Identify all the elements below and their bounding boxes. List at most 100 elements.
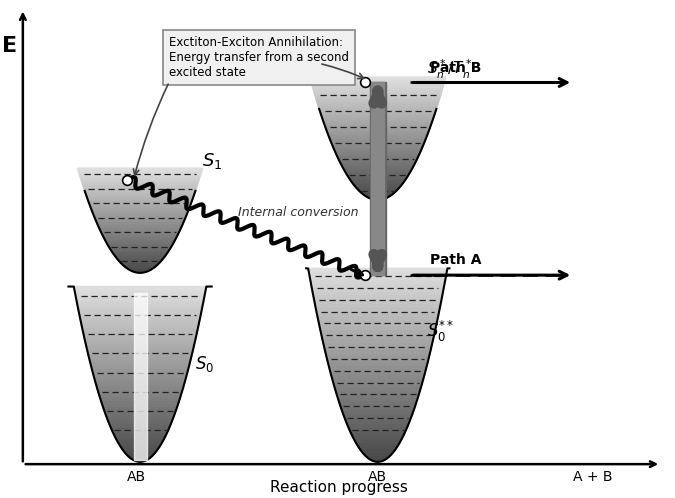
Polygon shape — [104, 409, 176, 412]
Polygon shape — [317, 317, 438, 320]
Polygon shape — [95, 217, 186, 219]
Polygon shape — [313, 291, 443, 294]
Text: $S_0^{**}$: $S_0^{**}$ — [427, 319, 454, 344]
Text: Reaction progress: Reaction progress — [270, 480, 408, 495]
Polygon shape — [344, 169, 412, 171]
Polygon shape — [76, 295, 205, 298]
Text: Path A: Path A — [430, 253, 481, 267]
Polygon shape — [92, 372, 188, 374]
Polygon shape — [350, 179, 406, 182]
Polygon shape — [348, 426, 408, 430]
Polygon shape — [321, 116, 434, 118]
Polygon shape — [79, 173, 201, 175]
Polygon shape — [108, 421, 172, 424]
Polygon shape — [318, 320, 437, 323]
Polygon shape — [99, 394, 181, 397]
Polygon shape — [350, 430, 406, 433]
Polygon shape — [312, 288, 444, 291]
Polygon shape — [113, 433, 167, 436]
Polygon shape — [83, 186, 197, 187]
Polygon shape — [124, 266, 156, 267]
Polygon shape — [97, 389, 183, 392]
Polygon shape — [324, 346, 432, 349]
Polygon shape — [119, 444, 161, 447]
Polygon shape — [362, 452, 394, 455]
Polygon shape — [105, 412, 176, 415]
Polygon shape — [310, 79, 446, 81]
Polygon shape — [106, 415, 174, 418]
Polygon shape — [365, 455, 390, 459]
Polygon shape — [76, 298, 204, 301]
Polygon shape — [101, 400, 180, 403]
Polygon shape — [114, 436, 166, 438]
Polygon shape — [343, 167, 413, 169]
Polygon shape — [128, 456, 152, 459]
Text: Path B: Path B — [430, 61, 481, 76]
Polygon shape — [331, 140, 425, 142]
Polygon shape — [340, 163, 415, 165]
Polygon shape — [91, 208, 189, 210]
Polygon shape — [319, 108, 437, 110]
Polygon shape — [99, 228, 182, 229]
Polygon shape — [74, 286, 207, 289]
Polygon shape — [312, 85, 443, 87]
Polygon shape — [103, 406, 178, 409]
Polygon shape — [92, 369, 188, 372]
Polygon shape — [94, 377, 186, 380]
Polygon shape — [326, 356, 429, 359]
Polygon shape — [323, 339, 433, 343]
Polygon shape — [360, 192, 396, 194]
Polygon shape — [328, 362, 428, 365]
Polygon shape — [322, 118, 433, 120]
Polygon shape — [326, 128, 430, 130]
Polygon shape — [329, 136, 427, 138]
Polygon shape — [100, 229, 180, 231]
Polygon shape — [308, 268, 448, 271]
Polygon shape — [81, 322, 199, 325]
Polygon shape — [89, 203, 191, 205]
Polygon shape — [332, 144, 423, 147]
Polygon shape — [315, 304, 441, 307]
Polygon shape — [108, 245, 172, 247]
Polygon shape — [308, 271, 447, 275]
Polygon shape — [75, 292, 205, 295]
Polygon shape — [338, 397, 418, 400]
Polygon shape — [88, 200, 192, 201]
Polygon shape — [97, 222, 184, 224]
Polygon shape — [352, 436, 403, 439]
Polygon shape — [360, 449, 396, 452]
Polygon shape — [354, 439, 402, 443]
Polygon shape — [327, 132, 428, 134]
Polygon shape — [317, 313, 439, 317]
Polygon shape — [340, 161, 416, 163]
Polygon shape — [80, 316, 200, 319]
Polygon shape — [310, 281, 445, 284]
Polygon shape — [90, 363, 190, 366]
Polygon shape — [84, 191, 196, 193]
Polygon shape — [87, 351, 193, 354]
Polygon shape — [112, 252, 168, 253]
Polygon shape — [82, 328, 198, 330]
Polygon shape — [104, 238, 176, 240]
Polygon shape — [117, 441, 163, 444]
Polygon shape — [323, 120, 433, 122]
Polygon shape — [84, 187, 196, 189]
Polygon shape — [325, 126, 431, 128]
Polygon shape — [101, 231, 180, 233]
Text: AB: AB — [128, 470, 146, 484]
Polygon shape — [310, 81, 445, 83]
Polygon shape — [98, 226, 182, 228]
Polygon shape — [126, 453, 155, 456]
Polygon shape — [332, 378, 424, 381]
Polygon shape — [341, 407, 415, 410]
Polygon shape — [356, 443, 400, 446]
Polygon shape — [323, 122, 432, 124]
Polygon shape — [325, 352, 430, 356]
Text: A + B: A + B — [573, 470, 612, 484]
Text: Internal conversion: Internal conversion — [238, 206, 358, 219]
Polygon shape — [354, 186, 401, 188]
Polygon shape — [132, 271, 148, 273]
Polygon shape — [319, 110, 436, 112]
Polygon shape — [314, 297, 442, 301]
Polygon shape — [313, 89, 442, 91]
